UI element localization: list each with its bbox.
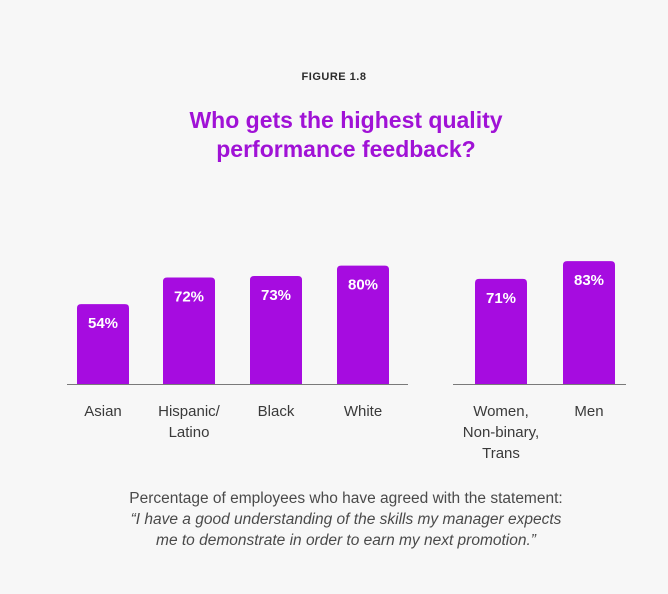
category-label-4-line-0: Women, (473, 403, 529, 420)
category-label-0: Asian (38, 401, 168, 422)
category-label-4-line-2: Trans (482, 445, 520, 462)
caption-quote-line-1: “I have a good understanding of the skil… (130, 511, 562, 528)
bar-0 (77, 304, 129, 384)
caption-line-1: Percentage of employees who have agreed … (129, 490, 563, 507)
bar-value-label-0: 54% (88, 315, 118, 332)
category-label-1-line-1: Latino (168, 424, 210, 441)
bar-1 (163, 277, 215, 384)
category-label-0-line-0: Asian (84, 403, 122, 420)
bar-4 (475, 278, 527, 384)
category-label-1: Hispanic/Latino (124, 401, 254, 443)
figure-label: FIGURE 1.8 (301, 71, 367, 83)
category-label-5-line-0: Men (574, 403, 604, 420)
bar-value-label-5: 83% (574, 272, 604, 289)
bar-5 (563, 261, 615, 384)
category-label-3-line-0: White (343, 403, 383, 420)
category-label-5: Men (524, 401, 654, 422)
category-label-4-line-1: Non-binary, (462, 424, 540, 441)
category-label-2-line-0: Black (257, 403, 295, 420)
chart-title: Who gets the highest quality performance… (0, 106, 668, 164)
bar-value-label-1: 72% (174, 288, 204, 305)
bar-value-label-4: 71% (486, 290, 516, 307)
category-label-2: Black (211, 401, 341, 422)
category-label-4: Women, Non-binary, Trans (436, 401, 566, 464)
bar-3 (337, 265, 389, 384)
bar-value-label-2: 73% (261, 287, 291, 304)
chart-title-line-1: Who gets the highest quality (189, 107, 503, 133)
category-label-1-line-0: Hispanic/ (158, 403, 220, 420)
bar-value-label-3: 80% (348, 277, 378, 294)
category-label-3: White (298, 401, 428, 422)
caption-quote-line-2: me to demonstrate in order to earn my ne… (156, 532, 536, 549)
bar-2 (250, 275, 302, 384)
chart-title-line-2: performance feedback? (216, 136, 476, 162)
chart-caption: Percentage of employees who have agreed … (0, 488, 668, 551)
